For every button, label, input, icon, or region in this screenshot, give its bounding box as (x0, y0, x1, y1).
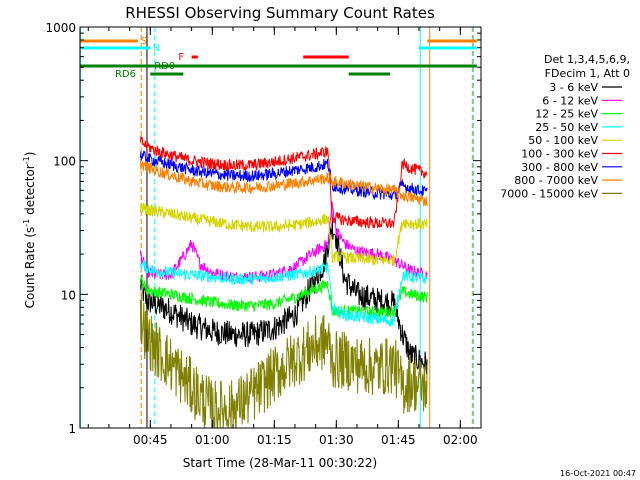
series-line-0 (139, 218, 428, 375)
plot-frame (79, 26, 482, 429)
x-tick-label-2: 01:15 (257, 433, 292, 447)
legend-entry-8: 7000 - 15000 keV (500, 187, 598, 200)
legend-header-fdecim: FDecim 1, Att 0 (545, 67, 630, 80)
legend: Det 1,3,4,5,6,9, FDecim 1, Att 0 3 - 6 k… (500, 53, 630, 200)
flag-label-0: S (141, 36, 147, 47)
y-tick-label-1: 10 (61, 288, 76, 302)
legend-entry-5: 100 - 300 keV (521, 148, 598, 161)
flag-label-2: F (178, 52, 184, 63)
x-tick-label-0: 00:45 (133, 433, 168, 447)
x-tick-label-4: 01:45 (381, 433, 416, 447)
series-line-8 (139, 294, 428, 429)
x-tick-label-5: 02:00 (443, 433, 478, 447)
legend-entry-0: 3 - 6 keV (549, 81, 598, 94)
x-tick-label-3: 01:30 (319, 433, 354, 447)
y-axis-label: Count Rate (s-1 detector-1) (22, 152, 37, 309)
series-line-6 (139, 150, 428, 201)
legend-header-detectors: Det 1,3,4,5,6,9, (544, 53, 630, 66)
y-tick-label-3: 1000 (45, 21, 76, 35)
legend-entry-7: 800 - 7000 keV (514, 174, 598, 187)
x-axis-label: Start Time (28-Mar-11 00:30:22) (183, 456, 377, 470)
series-line-2 (139, 275, 428, 318)
legend-entry-2: 12 - 25 keV (535, 108, 598, 121)
timestamp: 16-Oct-2021 00:47 (560, 469, 636, 478)
series-line-5 (139, 136, 428, 229)
flag-label-1: N (153, 43, 160, 54)
x-tick-label-1: 01:00 (195, 433, 230, 447)
legend-entry-6: 300 - 800 keV (521, 161, 598, 174)
flag-label-3: RD0 (154, 61, 175, 72)
flag-label-4: RD6 (115, 69, 136, 80)
legend-entry-1: 6 - 12 keV (542, 94, 598, 107)
axes: 00:45 01:00 01:15 01:30 01:45 02:00 1 10 100 1000 (45, 21, 482, 447)
legend-entry-4: 50 - 100 keV (528, 134, 598, 147)
legend-entry-3: 25 - 50 keV (535, 121, 598, 134)
series-line-4 (139, 202, 428, 267)
series-line-1 (139, 201, 428, 285)
y-tick-label-2: 100 (53, 155, 76, 169)
series-line-3 (139, 259, 428, 327)
y-tick-label-0: 1 (68, 422, 76, 436)
series-line-7 (139, 158, 428, 206)
chart-title: RHESSI Observing Summary Count Rates (125, 4, 435, 22)
